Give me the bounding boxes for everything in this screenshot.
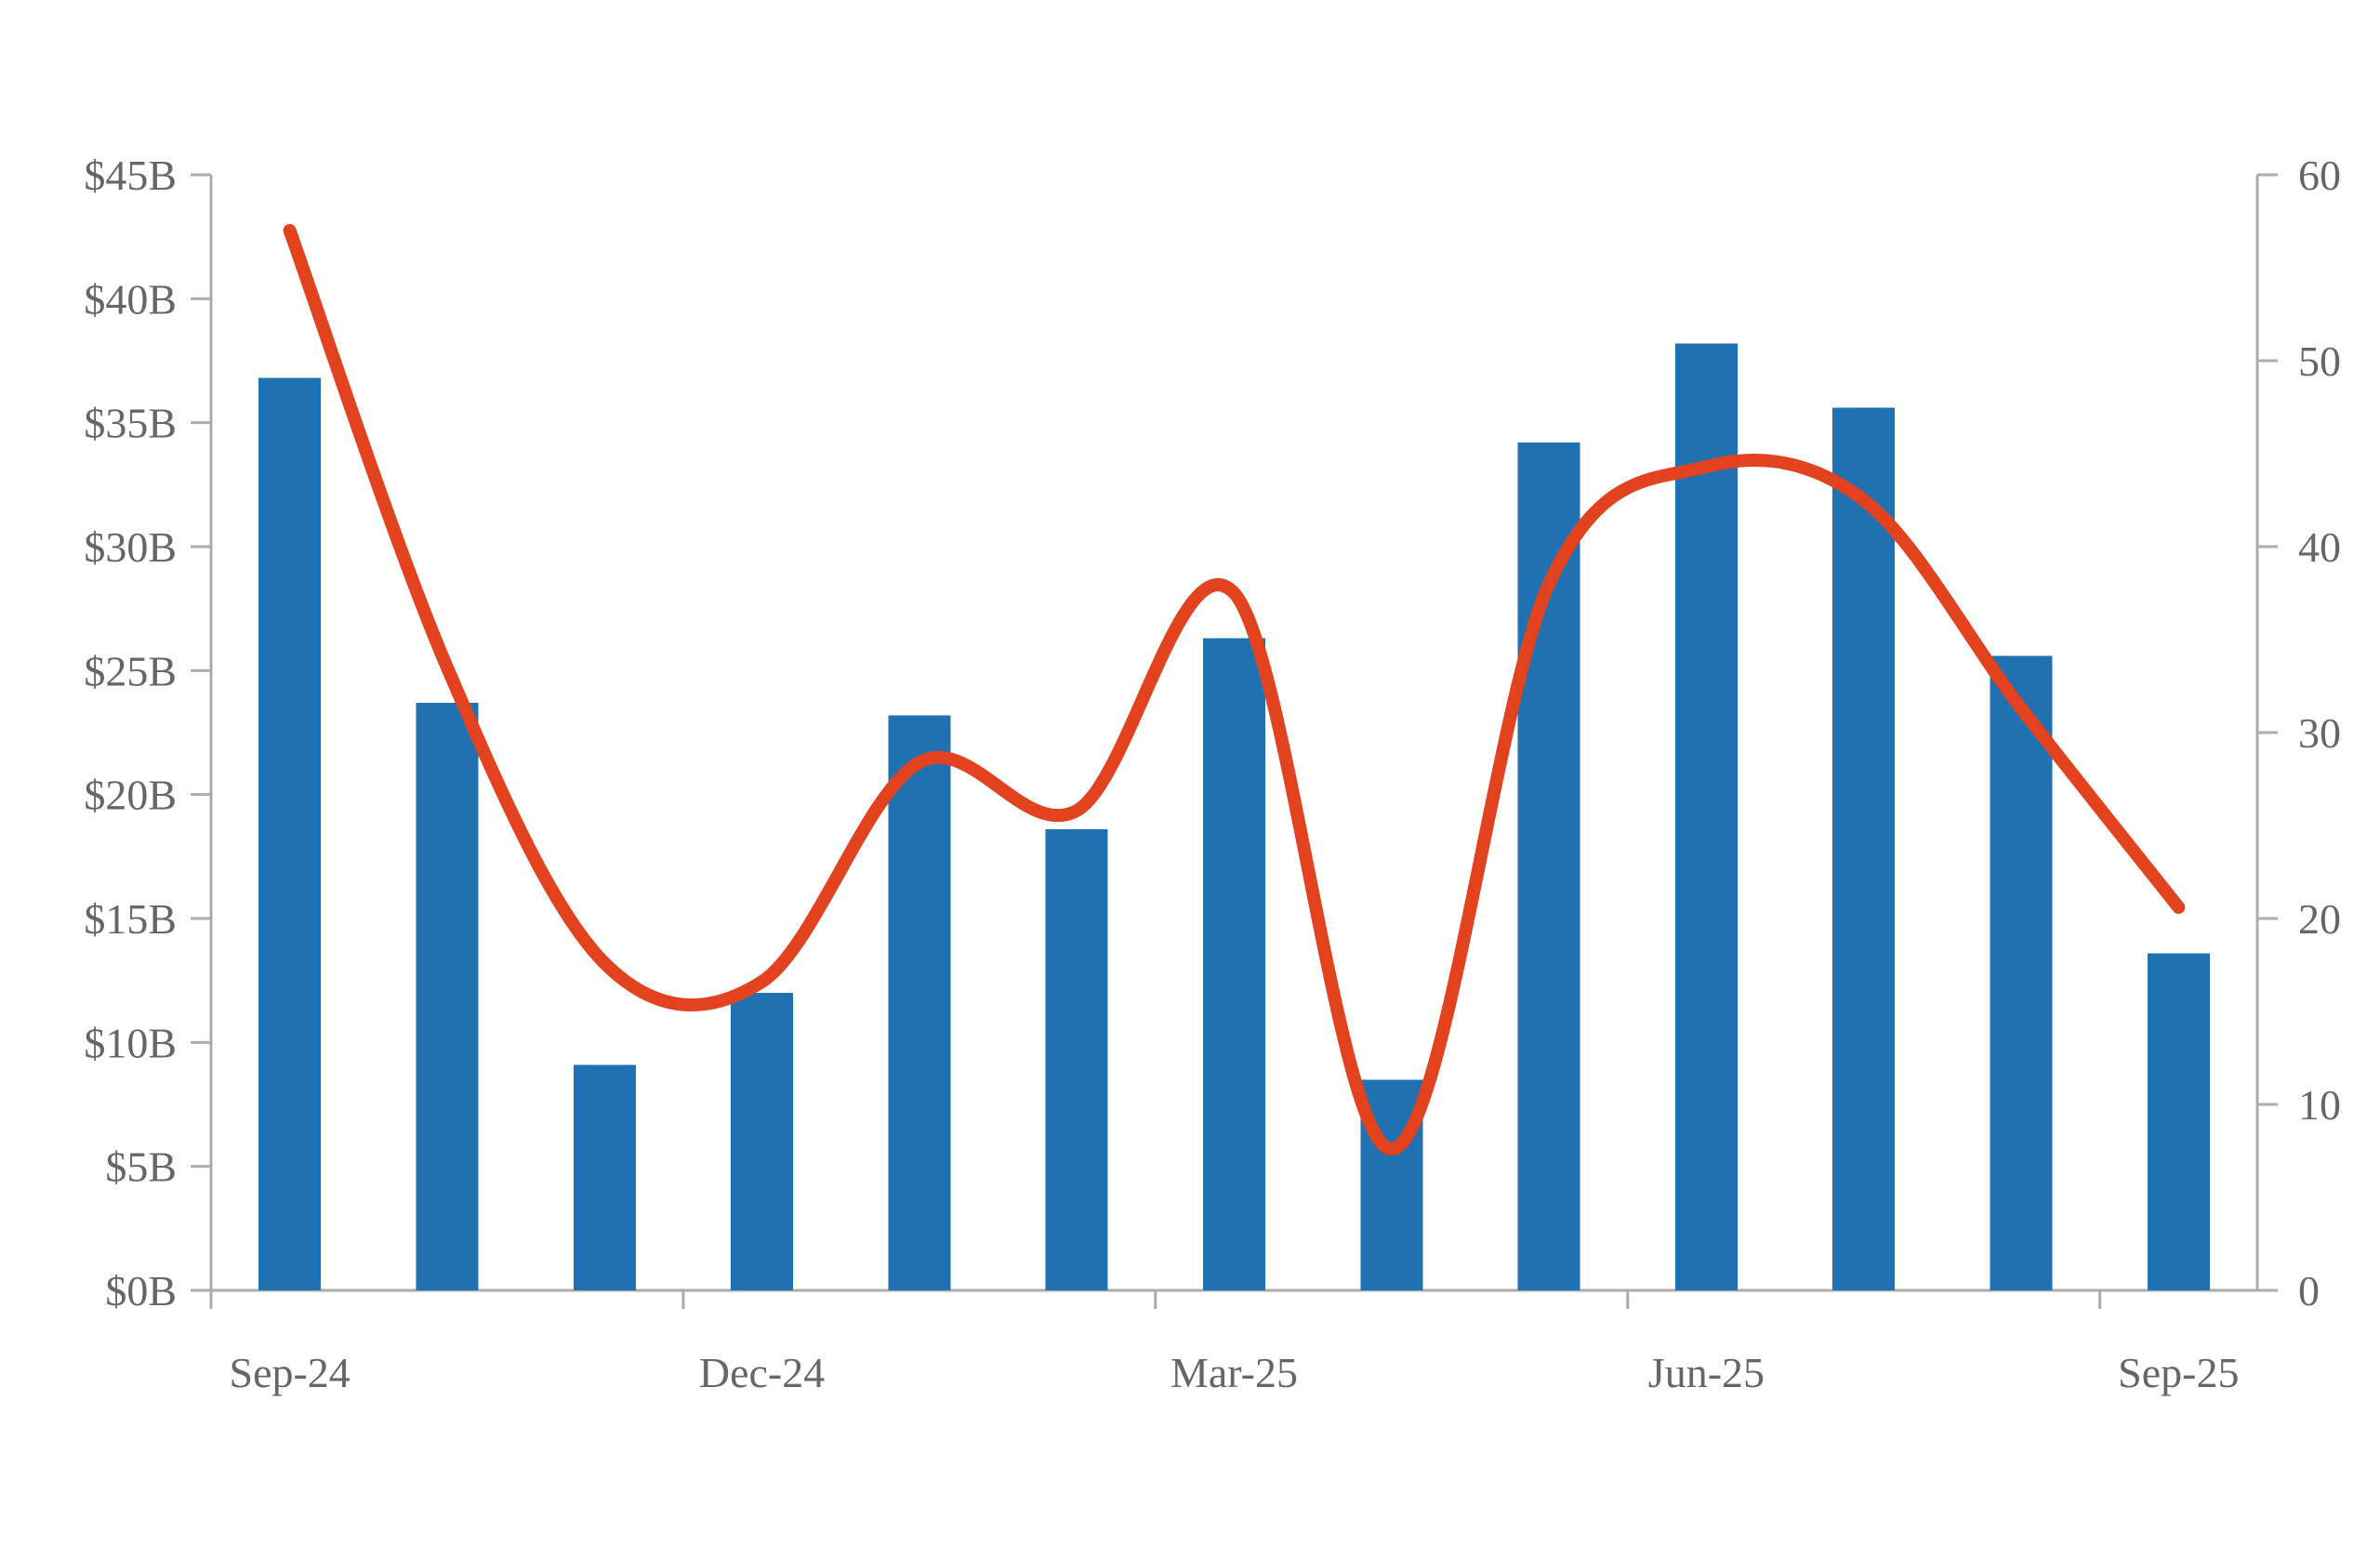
bar-dec-24 [731, 993, 794, 1290]
bar-jul-25 [1832, 407, 1896, 1291]
bar-sep-24 [258, 377, 322, 1291]
left-axis-label: $20B [84, 772, 177, 819]
bar-nov-24 [573, 1064, 636, 1290]
left-axis-label: $25B [84, 647, 177, 694]
x-axis-label: Jun-25 [1648, 1349, 1765, 1396]
left-axis-label: $10B [84, 1019, 177, 1066]
bar-feb-25 [1045, 829, 1108, 1290]
left-axis-label: $30B [84, 523, 177, 571]
x-axis-label: Sep-25 [2118, 1349, 2239, 1396]
left-axis-label: $40B [84, 275, 177, 323]
x-axis-label: Mar-25 [1170, 1349, 1298, 1396]
trend-line [283, 224, 2186, 1156]
left-axis-label: $0B [105, 1267, 177, 1315]
right-axis-label: 20 [2298, 895, 2341, 943]
bar-aug-25 [1990, 655, 2053, 1290]
left-axis-label: $35B [84, 400, 177, 447]
bar-mar-25 [1203, 638, 1265, 1290]
left-axis-label: $15B [84, 895, 177, 943]
bar-sep-25 [2147, 953, 2210, 1290]
right-axis-label: 10 [2298, 1081, 2341, 1129]
right-axis-label: 30 [2298, 709, 2341, 757]
x-axis-label: Sep-24 [229, 1349, 350, 1396]
right-axis-label: 40 [2298, 523, 2341, 571]
right-axis-label: 50 [2298, 337, 2341, 385]
left-axis-label: $5B [105, 1143, 177, 1191]
right-axis-label: 0 [2298, 1267, 2320, 1315]
x-axis-label: Dec-24 [699, 1349, 825, 1396]
bar-oct-24 [416, 703, 479, 1290]
bar-jan-25 [888, 715, 951, 1290]
right-axis-label: 60 [2298, 152, 2341, 199]
left-axis-label: $45B [84, 152, 177, 199]
bar-jun-25 [1674, 343, 1738, 1290]
